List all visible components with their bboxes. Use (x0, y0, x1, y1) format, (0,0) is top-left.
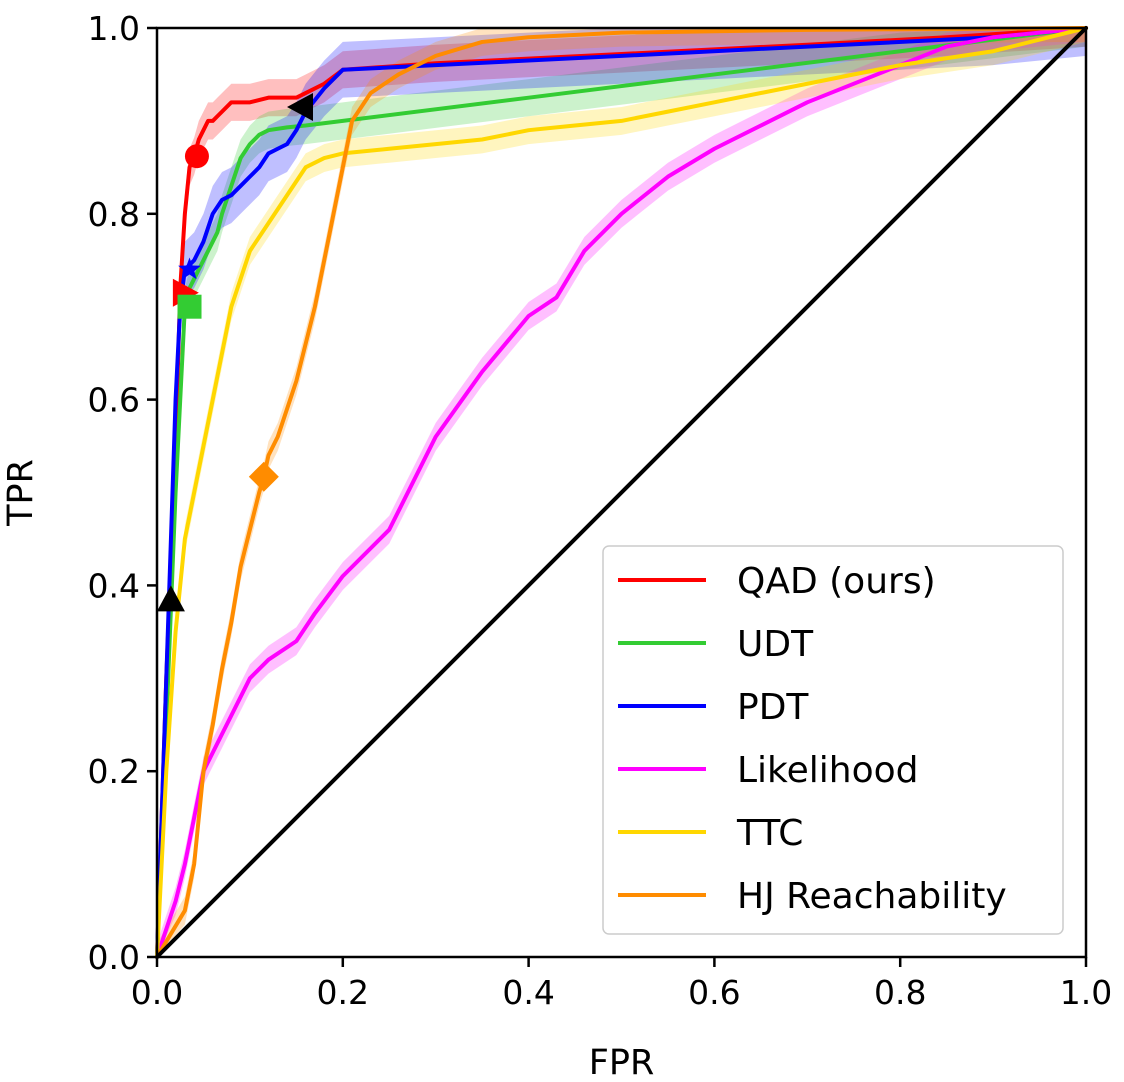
udt-square-marker (177, 294, 202, 319)
qad-ours-circle-marker (184, 144, 209, 169)
x-axis-label: FPR (589, 1043, 655, 1082)
y-tick-label: 1.0 (88, 9, 140, 48)
legend-label-qad-ours: QAD (ours) (737, 561, 936, 602)
x-tick-label: 0.4 (502, 973, 554, 1012)
y-tick-label: 0.4 (88, 566, 140, 605)
pdt-triangle-up-marker (156, 585, 185, 612)
ttc-line (155, 26, 1088, 959)
axis-ticks: 0.0 0.2 0.4 0.6 0.8 1.0 0.0 0.2 0.4 0.6 0.8 1.0 (88, 9, 1113, 1012)
x-tick-label: 0.8 (874, 973, 926, 1012)
y-tick-label: 0.6 (88, 381, 140, 420)
legend: QAD (ours) UDT PDT Likelihood TTC HJ Reachabi… (602, 545, 1064, 935)
x-tick-label: 0.2 (317, 973, 369, 1012)
y-axis-label: TPR (1, 459, 41, 527)
x-tick-label: 0.6 (688, 973, 740, 1012)
hj-reachability-diamond-marker (248, 461, 279, 492)
hj-reachability-line (155, 26, 1088, 959)
x-tick-label: 1.0 (1060, 973, 1112, 1012)
legend-label-likelihood: Likelihood (737, 750, 919, 791)
udt-line (155, 26, 1088, 959)
y-tick-label: 0.2 (88, 752, 140, 791)
legend-label-pdt: PDT (737, 687, 809, 728)
x-tick-label: 0.0 (131, 973, 183, 1012)
qad-ours-band (157, 28, 1086, 957)
pdt-star-marker (178, 257, 201, 280)
legend-label-ttc: TTC (736, 813, 803, 854)
y-tick-label: 0.8 (88, 195, 140, 234)
pdt-triangle-left-marker (286, 92, 313, 121)
legend-box (602, 545, 1064, 935)
y-tick-label: 0.0 (88, 938, 140, 977)
pdt-line (155, 26, 1088, 959)
legend-label-udt: UDT (737, 624, 814, 665)
legend-label-hj-reachability: HJ Reachability (737, 876, 1007, 917)
plot-frame (155, 26, 1088, 959)
operating-point-markers (156, 92, 313, 612)
series-lines (155, 26, 1088, 959)
diagonal-line (155, 26, 1088, 959)
